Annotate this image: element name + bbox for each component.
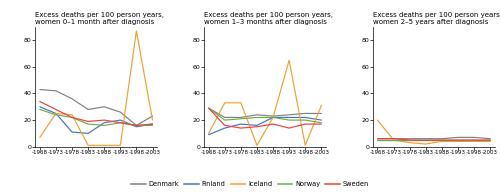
Text: Excess deaths per 100 person years,
women 2–5 years after diagnosis: Excess deaths per 100 person years, wome… (372, 12, 500, 25)
Legend: Denmark, Finland, Iceland, Norway, Sweden: Denmark, Finland, Iceland, Norway, Swede… (128, 178, 372, 190)
Text: Excess deaths per 100 person years,
women 1–3 months after diagnosis: Excess deaths per 100 person years, wome… (204, 12, 333, 25)
Text: Excess deaths per 100 person years,
women 0–1 month after diagnosis: Excess deaths per 100 person years, wome… (35, 12, 164, 25)
